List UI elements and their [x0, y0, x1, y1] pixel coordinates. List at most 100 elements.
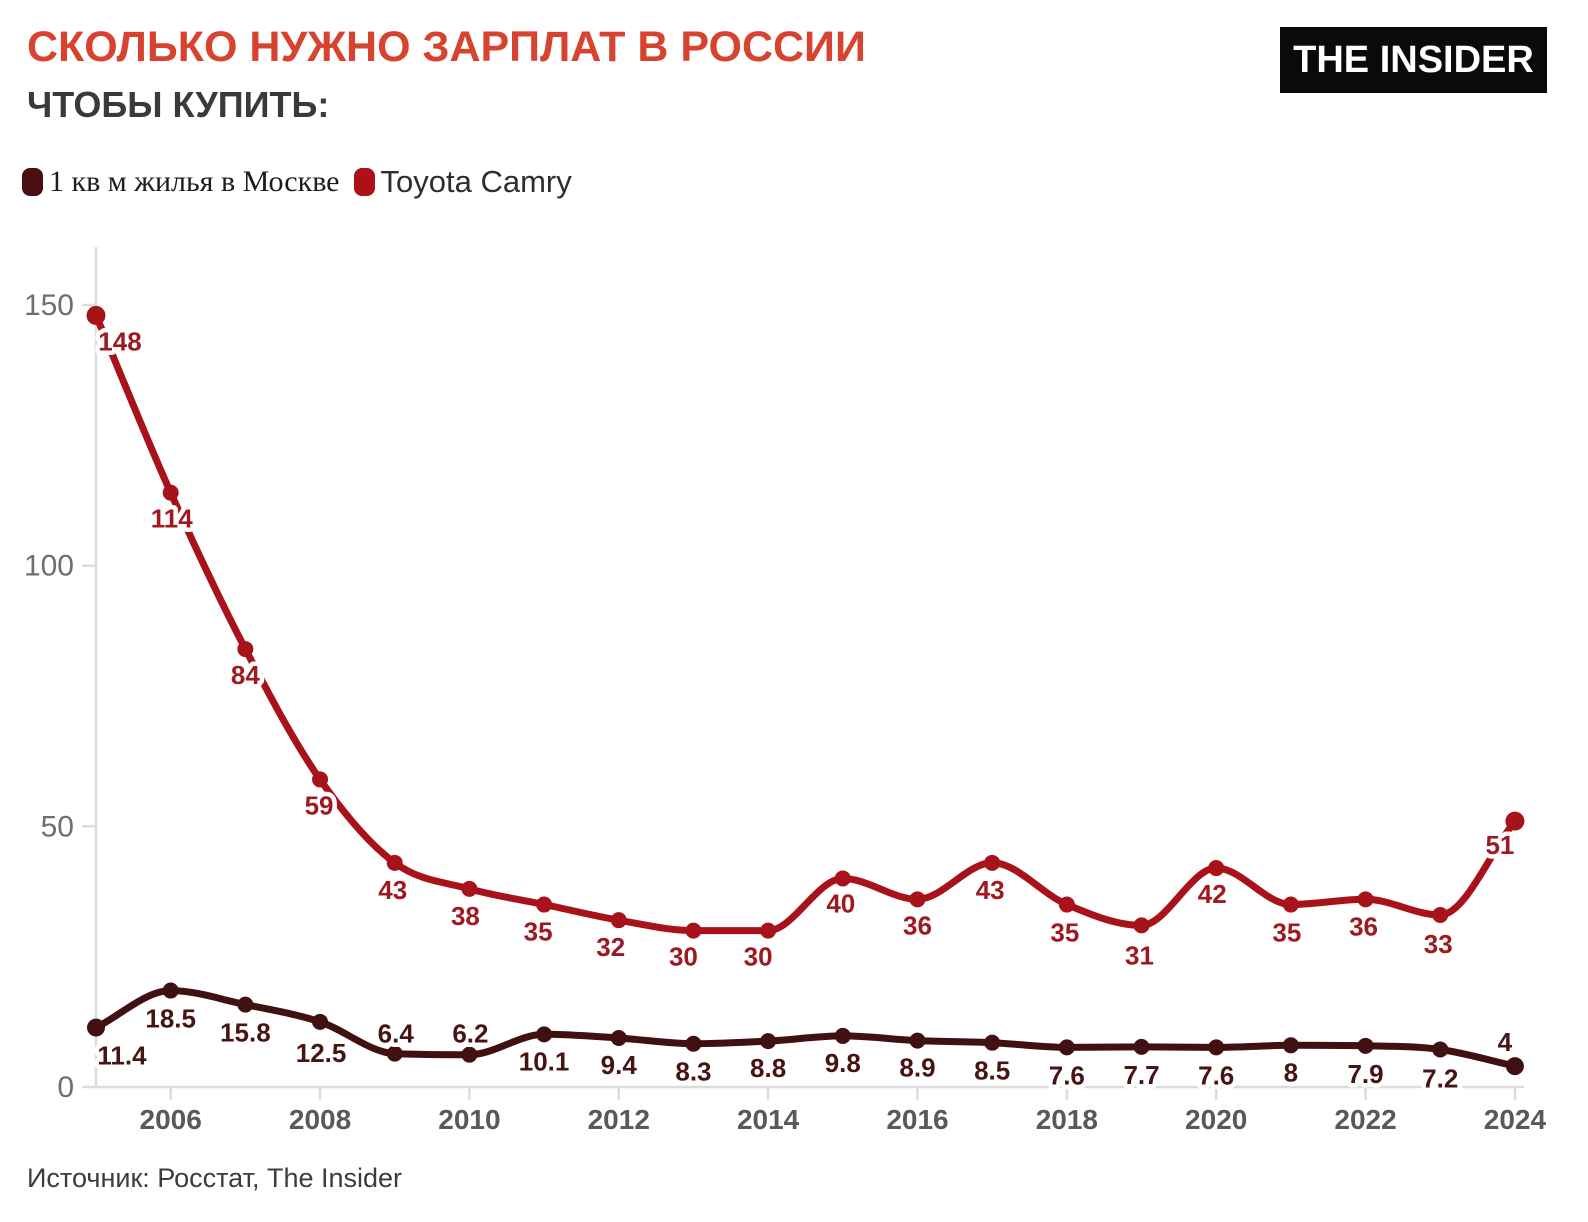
data-point — [461, 880, 478, 897]
data-label: 43 — [976, 875, 1005, 905]
data-label: 32 — [596, 932, 625, 962]
data-label: 84 — [231, 660, 260, 690]
data-label: 7.6 — [1198, 1060, 1234, 1090]
data-label: 8.8 — [750, 1053, 786, 1083]
series-moscow-sqm: 11.4 18.5 15.8 12.5 6.4 6.2 10.1 9.4 8.3 8.8 9.8 8.… — [87, 982, 1524, 1098]
data-label: 18.5 — [145, 1004, 196, 1034]
data-point — [1282, 896, 1299, 913]
data-point — [610, 1029, 627, 1046]
data-point — [312, 771, 329, 788]
logo-text: THE INSIDER — [1293, 38, 1534, 81]
data-label: 8 — [1284, 1057, 1298, 1087]
y-axis-label: 150 — [24, 289, 74, 322]
data-point — [386, 1045, 403, 1062]
data-point — [1208, 1039, 1225, 1056]
data-label: 7.2 — [1422, 1063, 1458, 1093]
data-point — [984, 1034, 1001, 1051]
data-point — [685, 922, 702, 939]
legend-item-moscow-sqm: 1 кв м жилья в Москве — [22, 164, 340, 198]
data-label: 7.9 — [1347, 1059, 1383, 1089]
data-label: 35 — [1050, 918, 1079, 948]
data-point — [1432, 906, 1449, 923]
data-point — [386, 854, 403, 871]
data-label: 8.5 — [974, 1056, 1010, 1086]
data-point — [1282, 1037, 1299, 1054]
x-axis-label: 2014 — [737, 1104, 800, 1135]
data-point — [1133, 917, 1150, 934]
data-label: 40 — [826, 888, 855, 918]
legend-swatch-moscow-icon — [22, 167, 43, 196]
data-label: 7.7 — [1123, 1060, 1159, 1090]
data-point — [1357, 891, 1374, 908]
data-label: 31 — [1125, 940, 1154, 970]
data-label: 35 — [524, 917, 553, 947]
data-point — [984, 854, 1001, 871]
data-point — [760, 1033, 777, 1050]
legend-label-moscow: 1 кв м жилья в Москве — [49, 164, 340, 198]
data-label: 9.4 — [601, 1050, 638, 1080]
data-point — [1058, 896, 1075, 913]
x-axis-label: 2022 — [1334, 1104, 1396, 1135]
legend-label-camry: Toyota Camry — [380, 164, 572, 199]
x-axis-label: 2018 — [1036, 1104, 1098, 1135]
data-label: 10.1 — [519, 1046, 570, 1076]
data-label: 9.8 — [825, 1048, 861, 1078]
series-toyota-camry: 148 114 84 59 43 38 35 32 30 30 40 36 43 35 31 42 35 36 33… — [86, 305, 1525, 976]
data-label: 36 — [1349, 911, 1378, 941]
axes: 0 50 100 150 2006 2008 2010 2012 2014 2016 2018 202… — [24, 247, 1547, 1135]
data-point — [1133, 1038, 1150, 1055]
data-label: 51 — [1485, 830, 1514, 860]
data-point — [1357, 1037, 1374, 1054]
data-label: 30 — [669, 942, 698, 972]
chart-svg: 0 50 100 150 2006 2008 2010 2012 2014 2016 2018 202… — [24, 247, 1547, 1135]
x-axis-label: 2010 — [438, 1104, 500, 1135]
data-point — [237, 641, 254, 658]
y-axis-label: 100 — [24, 550, 74, 583]
data-point — [87, 1018, 105, 1037]
x-axis-label: 2008 — [289, 1104, 351, 1135]
data-point — [834, 1027, 851, 1044]
data-label: 59 — [305, 790, 334, 820]
y-axis-label: 0 — [57, 1071, 74, 1104]
data-point — [760, 922, 777, 939]
data-point — [162, 982, 179, 999]
data-label: 114 — [151, 504, 193, 534]
data-point — [1058, 1039, 1075, 1056]
data-point — [536, 1026, 553, 1043]
data-point — [86, 305, 106, 325]
chart-legend: 1 кв м жилья в Москве Toyota Camry — [22, 166, 586, 197]
data-point — [1432, 1041, 1449, 1058]
data-label: 6.2 — [452, 1019, 488, 1049]
data-point — [162, 484, 179, 501]
legend-item-toyota-camry: Toyota Camry — [353, 164, 572, 199]
data-point — [312, 1013, 329, 1030]
data-label: 30 — [744, 942, 773, 972]
data-point — [610, 912, 627, 929]
data-label: 7.6 — [1049, 1060, 1085, 1090]
page-title: СКОЛЬКО НУЖНО ЗАРПЛАТ В РОССИИ — [27, 23, 866, 71]
x-axis-label: 2020 — [1185, 1104, 1247, 1135]
data-point — [1208, 860, 1225, 877]
data-label: 11.4 — [97, 1041, 147, 1071]
data-label: 4 — [1498, 1027, 1513, 1057]
y-axis-label: 50 — [41, 810, 74, 843]
data-label: 15.8 — [220, 1018, 271, 1048]
data-label: 35 — [1272, 918, 1301, 948]
data-label: 36 — [903, 910, 932, 940]
data-point — [536, 896, 553, 913]
data-point — [461, 1046, 478, 1063]
the-insider-logo: THE INSIDER — [1280, 27, 1547, 93]
series-line — [92, 311, 1519, 935]
page-subtitle: ЧТОБЫ КУПИТЬ: — [27, 84, 330, 125]
data-point — [834, 870, 851, 887]
data-label: 8.3 — [675, 1057, 711, 1087]
data-label: 38 — [451, 901, 480, 931]
data-label: 8.9 — [899, 1053, 935, 1083]
data-point — [237, 996, 254, 1013]
x-axis-label: 2006 — [140, 1104, 202, 1135]
x-axis-label: 2024 — [1484, 1104, 1547, 1135]
data-label: 43 — [378, 875, 407, 905]
data-point — [1505, 811, 1525, 831]
source-note: Источник: Росстат, The Insider — [27, 1163, 403, 1193]
x-axis-label: 2012 — [588, 1104, 650, 1135]
